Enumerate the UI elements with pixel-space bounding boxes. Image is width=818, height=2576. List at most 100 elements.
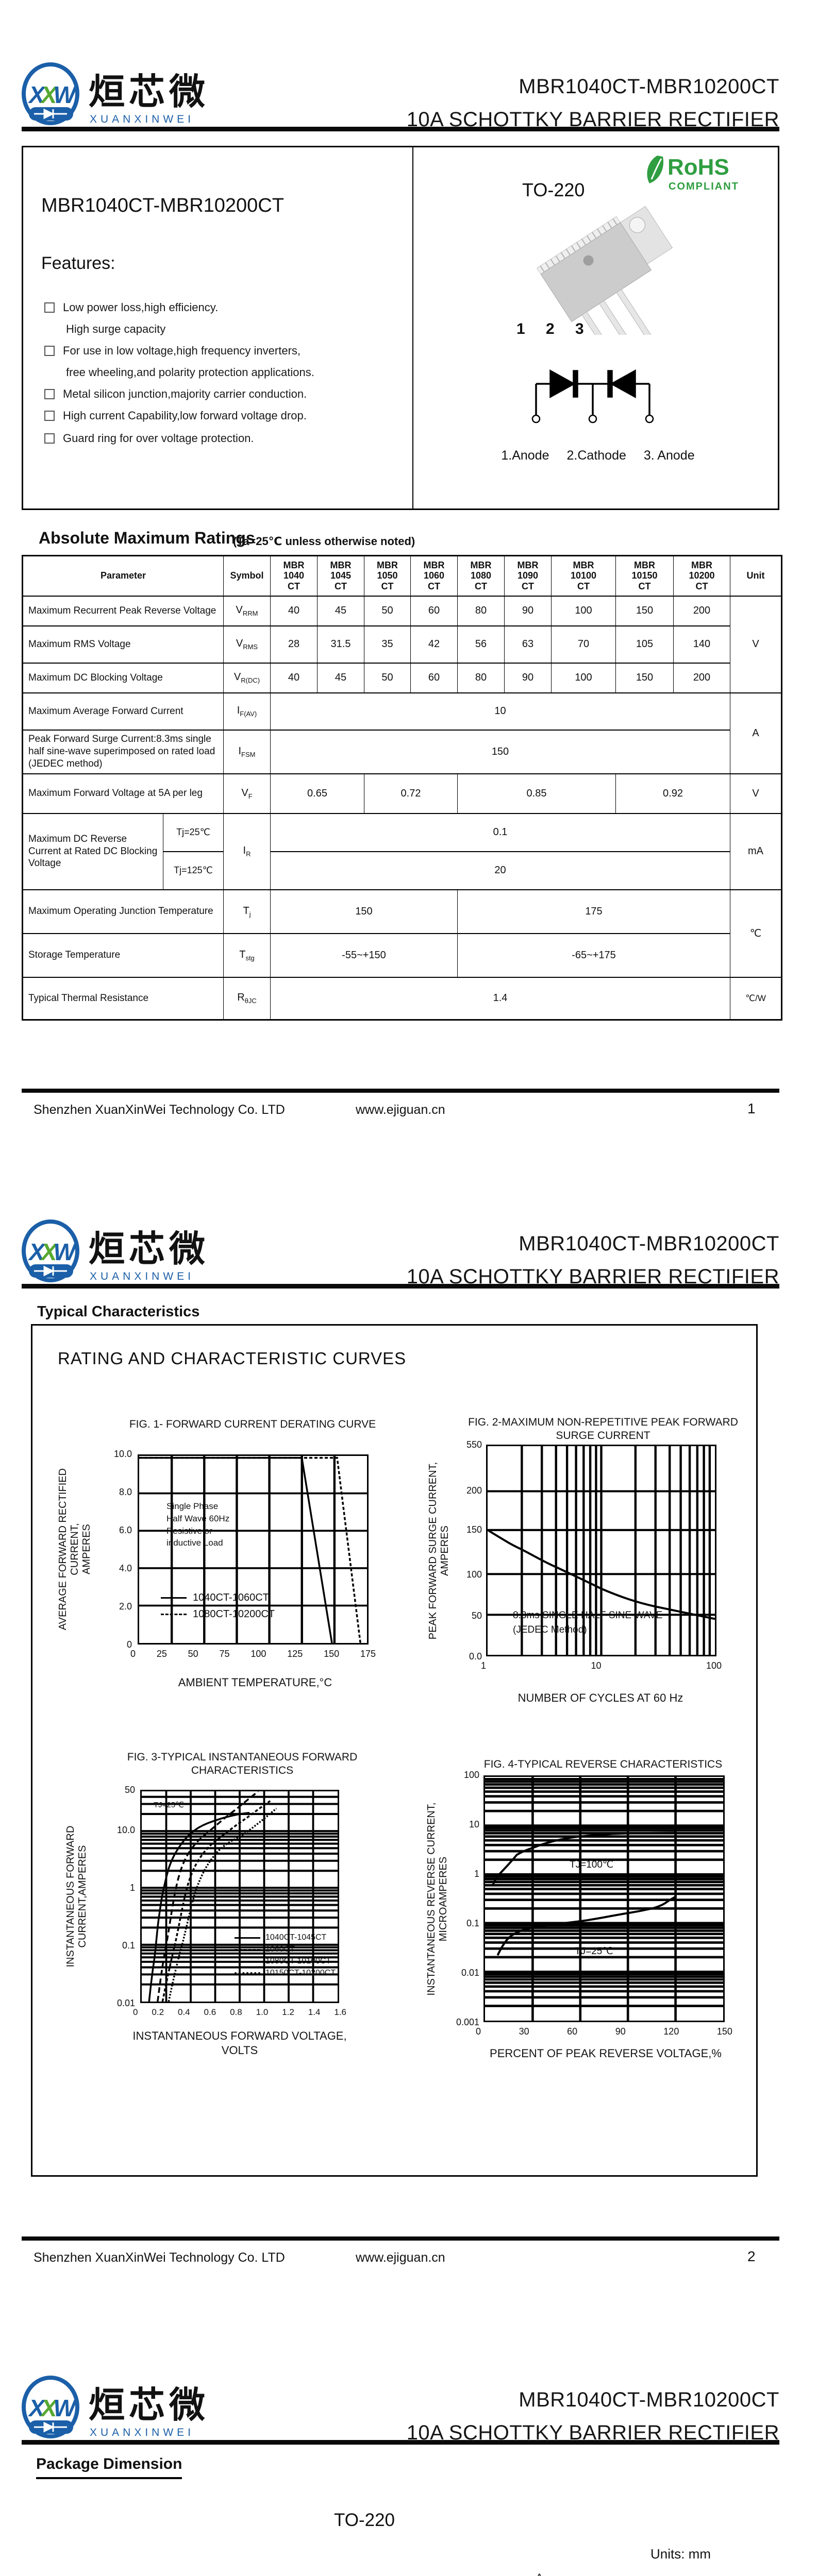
tick-label: 1 bbox=[481, 1660, 487, 1671]
fig2-xlabel: NUMBER OF CYCLES AT 60 Hz bbox=[517, 1691, 683, 1704]
fig1-legend-dashed: 1080CT-10200CT bbox=[161, 1608, 275, 1620]
section-title-package-dimension: Package Dimension bbox=[36, 2455, 182, 2479]
tick-label: 0.8 bbox=[230, 2007, 242, 2017]
footer-page-number: 1 bbox=[747, 1100, 756, 1116]
value-cell: 100 bbox=[551, 595, 616, 626]
footer-company: Shenzhen XuanXinWei Technology Co. LTD bbox=[34, 1103, 285, 1117]
checkbox-icon bbox=[44, 433, 55, 444]
tick-label: 75 bbox=[219, 1649, 230, 1659]
dashed-line-icon bbox=[161, 1614, 187, 1615]
value-cell: 140 bbox=[673, 625, 730, 664]
lead-3 bbox=[616, 289, 658, 335]
tick-label: 0 bbox=[133, 2007, 138, 2017]
col-header: MBR 1090 CT bbox=[504, 555, 552, 597]
svg-text:XUANXINWEI: XUANXINWEI bbox=[90, 2427, 194, 2438]
symbol-cell: Tj bbox=[223, 889, 271, 934]
table-row: Maximum Forward Voltage at 5A per leg VF… bbox=[22, 773, 782, 814]
logo-circle-icon bbox=[22, 62, 79, 125]
value-cell: 200 bbox=[673, 595, 730, 626]
table-row: Maximum Average Forward Current IF(AV) 1… bbox=[22, 692, 782, 774]
fig3-curve-1040 bbox=[149, 1813, 249, 2002]
feature-text: For use in low voltage,high frequency in… bbox=[63, 344, 301, 357]
fig1-xticks: 0 25 50 75 100 125 150 175 bbox=[130, 1649, 376, 1659]
checkbox-icon bbox=[44, 411, 55, 421]
value-cell: 200 bbox=[673, 662, 730, 693]
fig3-ylabel: INSTANTANEOUS FORWARD CURRENT,AMPERES bbox=[65, 1825, 88, 1968]
symbol-cell: RθJC bbox=[223, 976, 271, 1021]
symbol-cell: VRMS bbox=[223, 625, 271, 664]
table-row: Maximum DC Reverse Current at Rated DC B… bbox=[22, 812, 782, 890]
col-header: MBR 1080 CT bbox=[457, 555, 505, 597]
footer-rule bbox=[22, 1089, 779, 1093]
col-header: MBR 10200 CT bbox=[673, 555, 730, 597]
footer-company: Shenzhen XuanXinWei Technology Co. LTD bbox=[34, 2250, 285, 2265]
value-cell: 1.4 bbox=[270, 976, 730, 1021]
unit-cell: V bbox=[730, 773, 782, 814]
part-title: MBR1040CT-MBR10200CT bbox=[41, 195, 284, 216]
feature-item: High surge capacity bbox=[47, 323, 388, 336]
fig1-ylabel: AVERAGE FORWARD RECTIFIED CURRENT, AMPER… bbox=[57, 1468, 92, 1631]
tick-label: 90 bbox=[615, 2026, 626, 2037]
dim-label-A: A bbox=[535, 2571, 544, 2576]
fig2-yticks: 550 200 150 100 50 0.0 bbox=[466, 1439, 482, 1662]
col-header: MBR 1045 CT bbox=[317, 555, 364, 597]
pin-labels: 1.Anode 2.Cathode 3. Anode bbox=[495, 448, 701, 463]
fig4-canvas bbox=[485, 1777, 723, 2021]
tick-label: 0.4 bbox=[177, 2007, 190, 2017]
symbol-cell: IF(AV) bbox=[223, 692, 271, 731]
tick-label: 60 bbox=[567, 2026, 578, 2037]
header-rule bbox=[22, 2440, 779, 2445]
value-cell: 45 bbox=[317, 595, 364, 626]
fig3-yticks: 50 10.0 1 0.1 0.01 bbox=[116, 1785, 135, 2008]
fig3-legend-2: 1060CT bbox=[235, 1945, 295, 1954]
curves-box bbox=[31, 1324, 758, 2177]
unit-cell: mA bbox=[730, 812, 782, 890]
col-header: Parameter bbox=[22, 555, 224, 597]
fig2-curve bbox=[488, 1530, 715, 1619]
tick-label: 0.6 bbox=[204, 2007, 216, 2017]
value-cell: 50 bbox=[364, 595, 411, 626]
symbol-cell: IR bbox=[223, 812, 271, 890]
dual-diode-schematic bbox=[531, 369, 654, 423]
footer-website[interactable]: www.ejiguan.cn bbox=[356, 1103, 445, 1117]
value-cell: 90 bbox=[504, 595, 552, 626]
feature-text: free wheeling,and polarity protection ap… bbox=[66, 366, 314, 379]
feature-text: Low power loss,high efficiency. bbox=[63, 301, 219, 314]
tick-label: 0.01 bbox=[461, 1968, 479, 1978]
col-header: MBR 1040 CT bbox=[270, 555, 318, 597]
param-cell: Maximum DC Blocking Voltage bbox=[22, 662, 224, 693]
section-title-typical-characteristics: Typical Characteristics bbox=[37, 1303, 200, 1320]
symbol-cell: IFSM bbox=[223, 729, 271, 774]
value-cell: 56 bbox=[457, 625, 505, 664]
col-header: MBR 1060 CT bbox=[410, 555, 458, 597]
solid-line-icon bbox=[235, 1937, 260, 1939]
feature-item: Guard ring for over voltage protection. bbox=[44, 432, 395, 445]
long-dash-line-icon bbox=[235, 1948, 260, 1951]
value-cell: 0.72 bbox=[364, 773, 458, 814]
value-cell: 0.1 bbox=[270, 812, 730, 852]
svg-text:XXW: XXW bbox=[27, 1239, 77, 1265]
tick-label: 4.0 bbox=[119, 1563, 132, 1573]
fig4-note-tj25: TJ=25℃ bbox=[575, 1946, 613, 1957]
footer-website[interactable]: www.ejiguan.cn bbox=[356, 2250, 445, 2265]
feature-item: Low power loss,high efficiency. bbox=[44, 301, 385, 314]
fig1-curve-dashed bbox=[139, 1458, 360, 1643]
feature-item: For use in low voltage,high frequency in… bbox=[44, 344, 395, 358]
col-header: Unit bbox=[730, 555, 782, 597]
svg-text:烜芯微: 烜芯微 bbox=[89, 2385, 209, 2425]
fig3-xticks: 0 0.2 0.4 0.6 0.8 1.0 1.2 1.4 1.6 bbox=[133, 2007, 346, 2018]
fig1-yticks: 10.0 8.0 6.0 4.0 2.0 0 bbox=[98, 1449, 132, 1650]
param-cell: Maximum Recurrent Peak Reverse Voltage bbox=[22, 595, 224, 626]
table-row: Typical Thermal Resistance RθJC 1.4 ℃/W bbox=[22, 976, 782, 1021]
tick-label: 0 bbox=[126, 1639, 132, 1650]
tick-label: 1.6 bbox=[334, 2007, 346, 2017]
doc-title-part-range: MBR1040CT-MBR10200CT bbox=[519, 2388, 779, 2411]
company-logo: XXW 烜芯微 XUANXINWEI bbox=[22, 2376, 209, 2438]
value-cell: 40 bbox=[270, 595, 318, 626]
page1-header: XXW 烜芯微 XUANXINWEI MBR1040CT-MBR10200CT … bbox=[0, 61, 818, 131]
fig3-curve-1080 bbox=[162, 1801, 270, 2002]
doc-title-part-range: MBR1040CT-MBR10200CT bbox=[519, 1232, 779, 1255]
lead-2 bbox=[599, 300, 641, 335]
value-cell: 90 bbox=[504, 662, 552, 693]
fig4-note-tj100: TJ=100℃ bbox=[570, 1859, 614, 1870]
